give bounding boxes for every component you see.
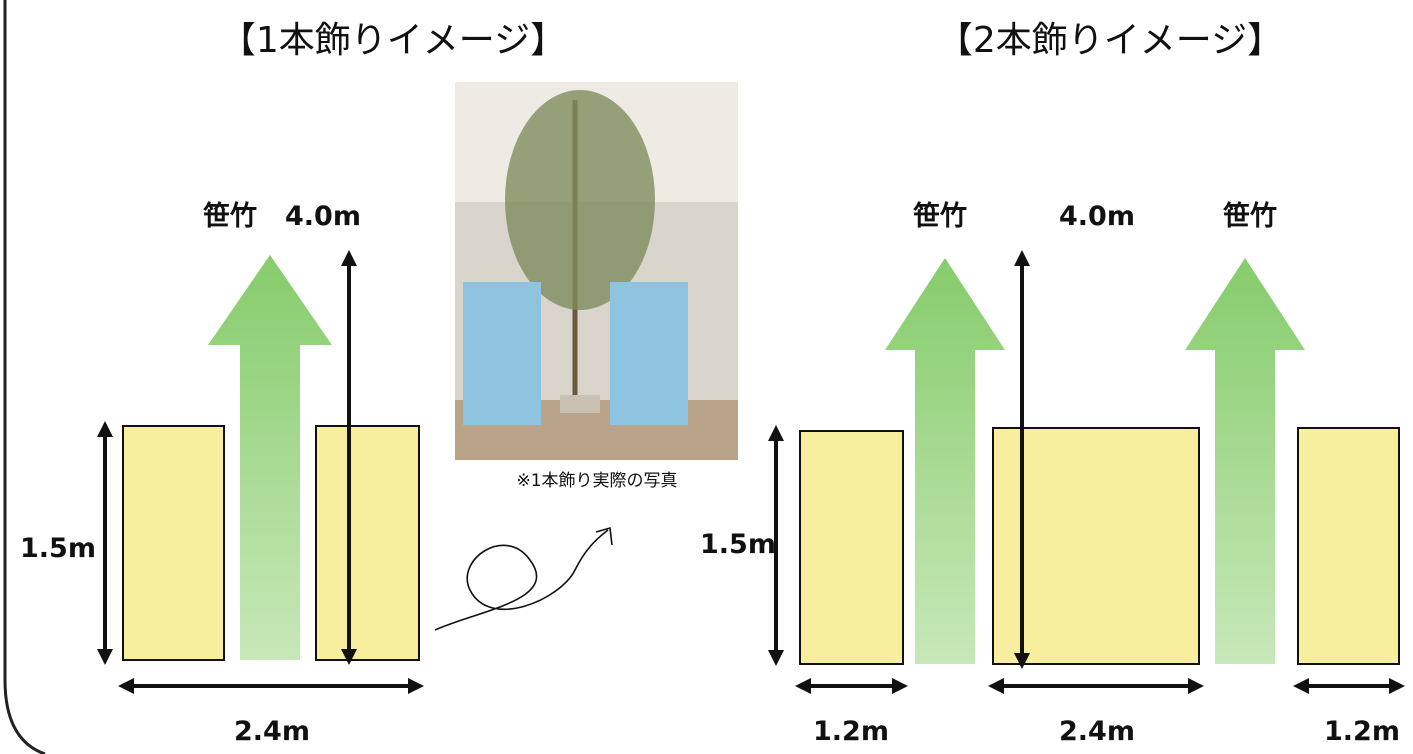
width-label: 1.2m	[813, 716, 889, 747]
height-label: 1.5m	[20, 533, 96, 564]
right-title: 【2本飾りイメージ】	[937, 20, 1283, 61]
width-label: 2.4m	[234, 716, 310, 747]
panel	[315, 425, 420, 661]
width-label: 2.4m	[1059, 716, 1135, 747]
left-title: 【1本飾りイメージ】	[220, 20, 566, 61]
curly-arrow	[434, 529, 609, 631]
frame	[3, 0, 46, 754]
width-label: 1.2m	[1324, 716, 1400, 747]
panel	[1297, 427, 1400, 665]
curly-arrow-head	[595, 526, 613, 546]
panel	[122, 425, 225, 661]
bamboo-label: 笹竹	[1223, 200, 1277, 232]
bamboo-arrow	[1185, 258, 1305, 664]
bamboo-label: 笹竹	[203, 200, 257, 232]
height-label: 1.5m	[700, 529, 776, 560]
panel	[799, 430, 904, 665]
photo-caption: ※1本飾り実際の写真	[516, 471, 677, 491]
bamboo-label: 笹竹	[913, 200, 967, 232]
photo	[455, 82, 738, 460]
bamboo-arrow	[885, 258, 1005, 664]
height-label: 4.0m	[1059, 201, 1135, 232]
bamboo-arrow	[208, 255, 332, 660]
height-label: 4.0m	[285, 201, 361, 232]
